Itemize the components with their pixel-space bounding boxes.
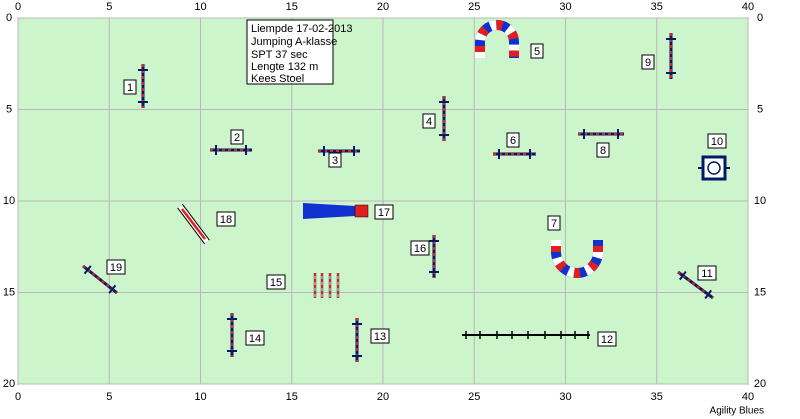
y-tick-label: 0: [6, 12, 12, 24]
info-box: [246, 19, 334, 85]
obstacle-number: 7: [551, 218, 557, 230]
obstacle-number-box: [266, 274, 286, 290]
footer: Agility Blues: [710, 406, 764, 417]
obstacle-number: 13: [374, 331, 386, 343]
x-tick-label: 30: [559, 391, 571, 403]
jump-pole: [82, 265, 118, 294]
obstacle-number-box: [506, 132, 520, 148]
table: [701, 155, 727, 181]
y-tick-label: 5: [6, 103, 12, 115]
tunnel: [475, 20, 519, 58]
obstacle-number-box: [410, 240, 430, 256]
x-tick-label: 10: [194, 391, 206, 403]
obstacle-number-box: [216, 211, 236, 227]
info-line: SPT 37 sec: [251, 49, 308, 61]
obstacle-number: 16: [414, 243, 426, 255]
jump-wing: [704, 289, 712, 300]
obstacle-number: 10: [711, 136, 723, 148]
x-tick-label: 5: [106, 1, 112, 13]
x-tick-label: 35: [651, 1, 663, 13]
obstacle-number: 17: [378, 207, 390, 219]
tunnel: [475, 20, 519, 58]
x-tick-label: 0: [15, 391, 21, 403]
x-tick-label: 15: [286, 391, 298, 403]
chute-entry: [354, 204, 369, 218]
x-tick-label: 35: [651, 391, 663, 403]
obstacle-number: 19: [110, 262, 122, 274]
info-line: Jumping A-klasse: [251, 36, 337, 48]
x-tick-label: 5: [106, 391, 112, 403]
obstacle-number-box: [596, 142, 610, 158]
obstacle-number-box: [328, 152, 342, 168]
obstacle-number-box: [530, 43, 544, 59]
y-tick-label: 20: [3, 378, 15, 390]
info-line: Lengte 132 m: [251, 61, 318, 73]
obstacle-number-box: [245, 330, 265, 346]
obstacle-number: 6: [510, 135, 516, 147]
obstacle-number: 18: [220, 214, 232, 226]
obstacle-number: 4: [426, 116, 432, 128]
obstacle-number: 1: [127, 82, 133, 94]
y-tick-label: 15: [754, 286, 766, 298]
obstacle-number-box: [123, 79, 137, 95]
y-tick-label: 10: [754, 195, 766, 207]
x-tick-label: 10: [194, 1, 206, 13]
obstacle-number: 2: [234, 132, 240, 144]
obstacle-number: 9: [645, 57, 651, 69]
x-tick-label: 40: [742, 1, 754, 13]
x-tick-label: 20: [377, 1, 389, 13]
obstacle-number-box: [597, 331, 617, 347]
y-tick-label: 5: [757, 103, 763, 115]
jump-wing: [108, 284, 117, 294]
obstacle-number-box: [422, 113, 436, 129]
x-tick-label: 30: [559, 1, 571, 13]
obstacle-number: 12: [601, 334, 613, 346]
jump-wing: [679, 270, 687, 281]
tunnel: [551, 240, 603, 278]
wall: [181, 208, 206, 240]
info-line: Kees Stoel: [251, 73, 304, 85]
obstacle-number-box: [370, 328, 390, 344]
x-tick-label: 0: [15, 1, 21, 13]
obstacle-number-box: [641, 54, 655, 70]
obstacle-number: 15: [270, 277, 282, 289]
chute: [303, 203, 355, 219]
jump-wing: [83, 265, 92, 275]
tunnel: [551, 240, 603, 278]
obstacle-number: 3: [332, 155, 338, 167]
y-tick-label: 15: [3, 286, 15, 298]
x-tick-label: 25: [468, 1, 480, 13]
obstacle-number-box: [374, 204, 394, 220]
obstacle-number: 5: [534, 46, 540, 58]
obstacle-number-box: [697, 265, 717, 281]
info-line: Liempde 17-02-2013: [251, 23, 353, 35]
obstacle-number-box: [106, 259, 126, 275]
y-tick-label: 20: [754, 378, 766, 390]
obstacle-number-box: [547, 215, 561, 231]
x-tick-label: 40: [742, 391, 754, 403]
obstacle-number-box: [707, 133, 727, 149]
table-mark: [707, 161, 721, 175]
obstacle-number: 11: [701, 268, 712, 280]
jump-pole: [677, 271, 714, 299]
y-tick-label: 10: [3, 195, 15, 207]
x-tick-label: 25: [468, 391, 480, 403]
obstacle-number: 14: [249, 333, 261, 345]
obstacle-number-box: [230, 129, 244, 145]
x-tick-label: 20: [377, 391, 389, 403]
y-tick-label: 0: [757, 12, 763, 24]
x-tick-label: 15: [286, 1, 298, 13]
obstacle-number: 8: [600, 145, 606, 157]
